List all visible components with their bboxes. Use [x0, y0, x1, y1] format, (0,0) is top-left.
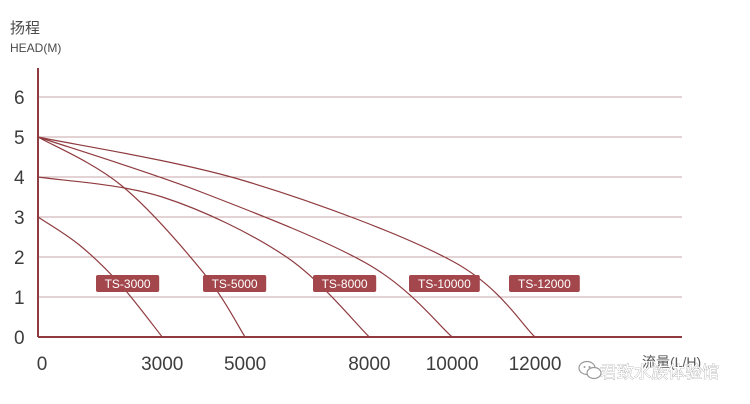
y-tick-label-1: 1	[14, 288, 25, 309]
series-badge-TS-12000	[509, 275, 580, 292]
series-curves	[37, 136, 536, 338]
x-tick-label-5000: 5000	[224, 354, 266, 375]
gridlines	[38, 96, 682, 298]
series-labels: TS-3000 TS-5000 TS-8000 TS-10000 TS-12000	[96, 275, 580, 292]
series-curve-TS-5000	[37, 136, 246, 338]
y-tick-label-6: 6	[14, 88, 25, 109]
y-axis-title-cn: 扬程	[10, 20, 40, 37]
watermark-text: 君致水族体验馆	[600, 363, 719, 382]
series-label-TS-12000: TS-12000	[518, 277, 571, 291]
series-label-TS-10000: TS-10000	[418, 277, 471, 291]
series-label-TS-8000: TS-8000	[322, 277, 368, 291]
series-badge-TS-5000	[203, 275, 267, 292]
x-tick-label-12000: 12000	[509, 354, 562, 375]
axes	[37, 68, 682, 338]
y-tick-label-0: 0	[14, 328, 25, 349]
series-badge-TS-3000	[96, 275, 160, 292]
y-axis-title: HEAD(M)	[10, 41, 61, 55]
series-badge-TS-8000	[313, 275, 377, 292]
x-axis-title: 流量(L/H)	[642, 354, 701, 370]
series-curve-TS-10000	[37, 136, 453, 338]
wechat-icon	[578, 360, 602, 380]
series-label-TS-3000: TS-3000	[105, 277, 151, 291]
y-tick-label-4: 4	[14, 168, 25, 189]
y-tick-label-5: 5	[14, 128, 25, 149]
series-curve-TS-8000	[37, 176, 370, 338]
series-curve-TS-12000	[37, 136, 536, 338]
x-tick-label-8000: 8000	[348, 354, 390, 375]
x-tick-label-10000: 10000	[426, 354, 479, 375]
x-tick-label-0: 0	[37, 354, 48, 375]
watermark: 君致水族体验馆	[578, 360, 719, 382]
series-label-TS-5000: TS-5000	[212, 277, 258, 291]
y-tick-label-3: 3	[14, 208, 25, 229]
y-tick-labels: 0 1 2 3 4 5 6	[14, 88, 25, 349]
y-tick-label-2: 2	[14, 248, 25, 269]
series-curve-TS-3000	[37, 216, 163, 338]
x-tick-label-3000: 3000	[141, 354, 183, 375]
series-badge-TS-10000	[409, 275, 480, 292]
x-tick-labels: 0 3000 5000 8000 10000 12000	[37, 354, 562, 375]
